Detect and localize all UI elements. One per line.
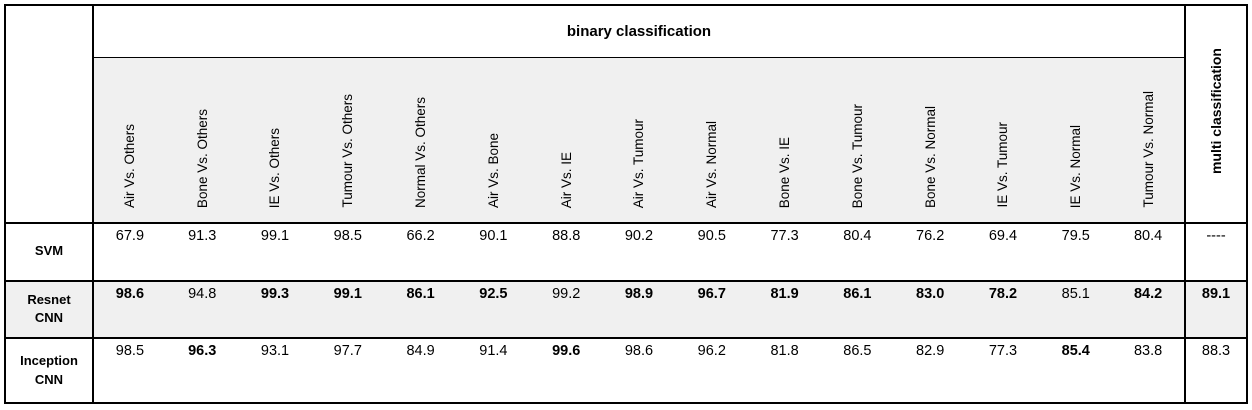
pair-header-label: Bone Vs. Normal bbox=[922, 105, 938, 208]
value-cell: 79.5 bbox=[1039, 223, 1113, 282]
pair-header-label: IE Vs. Others bbox=[267, 127, 283, 208]
pair-header-bone-vs-ie: Bone Vs. IE bbox=[748, 57, 821, 224]
pair-header-air-vs-others: Air Vs. Others bbox=[93, 57, 166, 224]
pair-header-ie-vs-normal: IE Vs. Normal bbox=[1039, 57, 1113, 224]
pair-header-label: Tumour Vs. Normal bbox=[1140, 91, 1156, 208]
table-head: binary classification multi classificatio… bbox=[5, 5, 1247, 224]
header-row-pairs: Air Vs. Others Bone Vs. Others IE Vs. Othe… bbox=[5, 57, 1247, 224]
pair-header-ie-vs-tumour: IE Vs. Tumour bbox=[966, 57, 1040, 224]
value-cell: 76.2 bbox=[893, 223, 967, 282]
value-cell: 99.6 bbox=[529, 338, 603, 404]
value-cell: 90.2 bbox=[602, 223, 676, 282]
pair-header-label: Air Vs. Normal bbox=[704, 120, 720, 208]
value-cell: 91.4 bbox=[456, 338, 530, 404]
pair-header-label: Air Vs. Tumour bbox=[631, 118, 647, 208]
value-cell: 83.0 bbox=[893, 280, 967, 340]
value-cell: 84.9 bbox=[384, 338, 457, 404]
pair-header-air-vs-ie: Air Vs. IE bbox=[529, 57, 603, 224]
pair-header-air-vs-tumour: Air Vs. Tumour bbox=[602, 57, 676, 224]
value-cell: 91.3 bbox=[165, 223, 239, 282]
header-row-groups: binary classification multi classificatio… bbox=[5, 5, 1247, 224]
value-cell: 77.3 bbox=[966, 338, 1040, 404]
value-cell: 93.1 bbox=[238, 338, 312, 404]
pair-header-normal-vs-others: Normal Vs. Others bbox=[384, 57, 457, 224]
multi-value-cell: 88.3 bbox=[1184, 338, 1247, 404]
value-cell: 69.4 bbox=[966, 223, 1040, 282]
pair-header-label: Air Vs. Others bbox=[122, 123, 138, 208]
multi-value-cell: 89.1 bbox=[1184, 280, 1247, 340]
multi-value-cell: ---- bbox=[1184, 223, 1247, 282]
value-cell: 67.9 bbox=[93, 223, 166, 282]
value-cell: 99.3 bbox=[238, 280, 312, 340]
value-cell: 97.7 bbox=[311, 338, 385, 404]
multi-classification-header-label: multi classification bbox=[1207, 48, 1224, 175]
pair-header-bone-vs-normal: Bone Vs. Normal bbox=[893, 57, 967, 224]
table-row-inception-cnn: Inception CNN 98.5 96.3 93.1 97.7 84.9 91.4 99.… bbox=[5, 338, 1247, 404]
value-cell: 98.9 bbox=[602, 280, 676, 340]
value-cell: 80.4 bbox=[1112, 223, 1185, 282]
value-cell: 99.1 bbox=[238, 223, 312, 282]
table-row-svm: SVM 67.9 91.3 99.1 98.5 66.2 90.1 88.8 90.2 90.5 7… bbox=[5, 223, 1247, 282]
value-cell: 85.1 bbox=[1039, 280, 1113, 340]
pair-header-label: Bone Vs. IE bbox=[777, 136, 793, 208]
pair-header-label: Air Vs. IE bbox=[558, 151, 574, 208]
value-cell: 99.2 bbox=[529, 280, 603, 340]
value-cell: 85.4 bbox=[1039, 338, 1113, 404]
value-cell: 98.5 bbox=[93, 338, 166, 404]
value-cell: 82.9 bbox=[893, 338, 967, 404]
pair-header-label: IE Vs. Tumour bbox=[995, 122, 1011, 208]
pair-header-bone-vs-tumour: Bone Vs. Tumour bbox=[820, 57, 894, 224]
row-label: Inception CNN bbox=[5, 338, 94, 404]
value-cell: 98.6 bbox=[93, 280, 166, 340]
pair-header-air-vs-normal: Air Vs. Normal bbox=[675, 57, 749, 224]
binary-classification-header: binary classification bbox=[93, 5, 1186, 58]
value-cell: 86.1 bbox=[384, 280, 457, 340]
value-cell: 88.8 bbox=[529, 223, 603, 282]
value-cell: 83.8 bbox=[1112, 338, 1185, 404]
value-cell: 92.5 bbox=[456, 280, 530, 340]
pair-header-bone-vs-others: Bone Vs. Others bbox=[165, 57, 239, 224]
pair-header-label: Bone Vs. Others bbox=[194, 108, 210, 208]
row-label: SVM bbox=[5, 223, 94, 282]
table-row-resnet-cnn: Resnet CNN 98.6 94.8 99.3 99.1 86.1 92.5 99.2 98… bbox=[5, 280, 1247, 340]
value-cell: 90.5 bbox=[675, 223, 749, 282]
pair-header-label: Air Vs. Bone bbox=[485, 132, 501, 208]
value-cell: 81.9 bbox=[748, 280, 821, 340]
value-cell: 96.2 bbox=[675, 338, 749, 404]
pair-header-tumour-vs-normal: Tumour Vs. Normal bbox=[1112, 57, 1185, 224]
value-cell: 66.2 bbox=[384, 223, 457, 282]
pair-header-label: Bone Vs. Tumour bbox=[849, 103, 865, 208]
pair-header-ie-vs-others: IE Vs. Others bbox=[238, 57, 312, 224]
value-cell: 80.4 bbox=[820, 223, 894, 282]
value-cell: 86.1 bbox=[820, 280, 894, 340]
pair-header-air-vs-bone: Air Vs. Bone bbox=[456, 57, 530, 224]
value-cell: 84.2 bbox=[1112, 280, 1185, 340]
pair-header-label: Normal Vs. Others bbox=[413, 96, 429, 208]
value-cell: 86.5 bbox=[820, 338, 894, 404]
pair-header-label: Tumour Vs. Others bbox=[340, 94, 356, 208]
row-label: Resnet CNN bbox=[5, 280, 94, 340]
value-cell: 77.3 bbox=[748, 223, 821, 282]
value-cell: 99.1 bbox=[311, 280, 385, 340]
value-cell: 98.6 bbox=[602, 338, 676, 404]
corner-cell bbox=[5, 5, 94, 224]
value-cell: 78.2 bbox=[966, 280, 1040, 340]
multi-classification-header: multi classification bbox=[1184, 5, 1247, 224]
value-cell: 96.7 bbox=[675, 280, 749, 340]
pair-header-label: IE Vs. Normal bbox=[1068, 124, 1084, 208]
value-cell: 81.8 bbox=[748, 338, 821, 404]
value-cell: 96.3 bbox=[165, 338, 239, 404]
table-body: SVM 67.9 91.3 99.1 98.5 66.2 90.1 88.8 90.2 90.5 7… bbox=[5, 223, 1247, 404]
value-cell: 98.5 bbox=[311, 223, 385, 282]
pair-header-tumour-vs-others: Tumour Vs. Others bbox=[311, 57, 385, 224]
value-cell: 90.1 bbox=[456, 223, 530, 282]
classification-results-table: binary classification multi classificatio… bbox=[4, 4, 1248, 404]
value-cell: 94.8 bbox=[165, 280, 239, 340]
